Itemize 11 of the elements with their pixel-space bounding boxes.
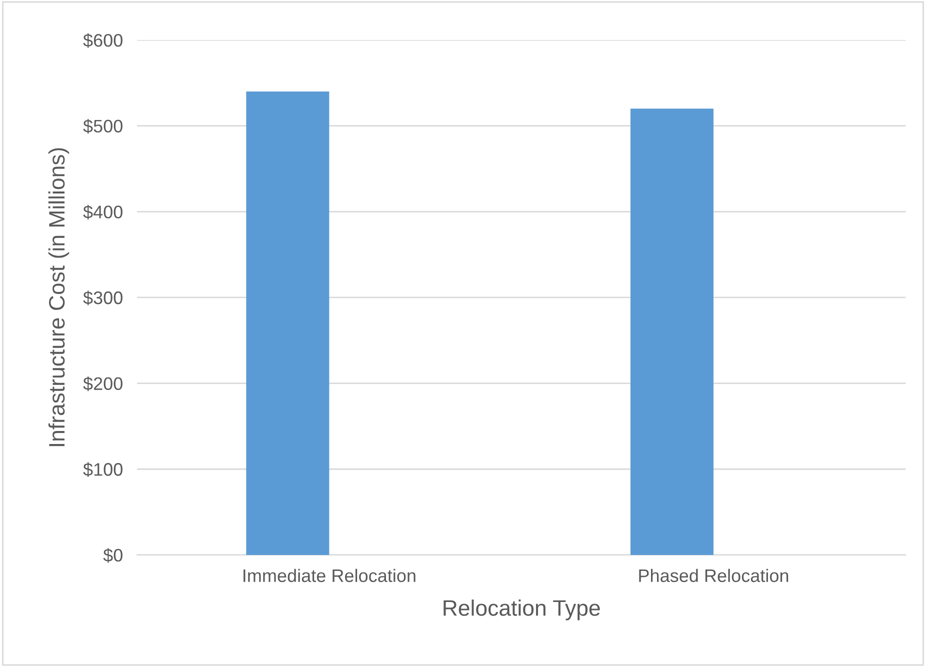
x-tick-label: Immediate Relocation — [244, 568, 416, 582]
y-tick-label: $500 — [83, 119, 122, 134]
y-tick-label: $200 — [83, 376, 122, 392]
x-axis-title: Relocation Type — [444, 600, 600, 620]
y-tick-label: $400 — [83, 204, 122, 220]
x-tick-label: Phased Relocation — [639, 568, 788, 582]
y-tick-label: $100 — [83, 462, 122, 477]
y-tick-label: $600 — [83, 33, 122, 48]
y-tick-label: $300 — [83, 290, 122, 306]
y-tick-label: $0 — [103, 548, 122, 563]
y-axis-title: Infrastructure Cost (in Millions) — [48, 148, 70, 446]
